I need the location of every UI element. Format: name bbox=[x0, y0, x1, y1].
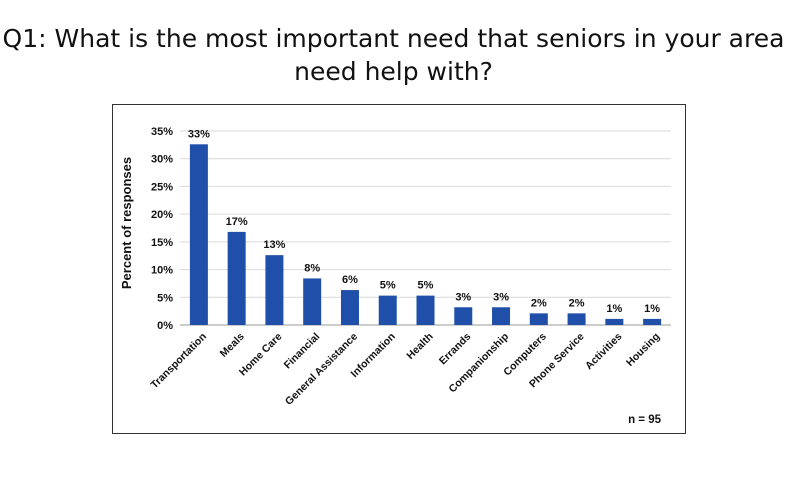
bar bbox=[303, 278, 322, 325]
title-line-1: Q1: What is the most important need that… bbox=[2, 24, 785, 53]
category-label: Health bbox=[404, 331, 435, 362]
data-label: 3% bbox=[455, 291, 471, 303]
data-label: 8% bbox=[304, 262, 320, 274]
bar bbox=[492, 307, 511, 325]
bar bbox=[567, 313, 586, 325]
title-line-2: need help with? bbox=[294, 57, 493, 86]
bar bbox=[643, 318, 662, 325]
bar bbox=[605, 318, 624, 325]
bar bbox=[529, 313, 548, 325]
page-title: Q1: What is the most important need that… bbox=[0, 22, 787, 88]
y-tick-label: 5% bbox=[157, 292, 173, 304]
bar bbox=[340, 290, 359, 325]
data-label: 1% bbox=[644, 303, 660, 315]
data-label: 2% bbox=[531, 297, 547, 309]
bar bbox=[378, 295, 397, 325]
data-label: 5% bbox=[418, 280, 434, 292]
data-label: 3% bbox=[493, 291, 509, 303]
data-label: 17% bbox=[226, 216, 248, 228]
bar bbox=[189, 144, 208, 325]
y-axis-label: Percent of responses bbox=[119, 157, 134, 289]
bar bbox=[416, 295, 435, 325]
sample-size-note: n = 95 bbox=[628, 414, 662, 426]
y-tick-label: 0% bbox=[157, 320, 173, 332]
category-label: Transportation bbox=[149, 331, 209, 391]
category-label: Activities bbox=[583, 331, 625, 373]
data-label: 5% bbox=[380, 280, 396, 292]
data-label: 2% bbox=[569, 297, 585, 309]
y-tick-label: 10% bbox=[151, 265, 173, 277]
bar-chart: 0% 5% 10% 15% 20% 25% 30% 35% 33% Transportation 1… bbox=[119, 126, 671, 426]
bar bbox=[227, 231, 246, 325]
category-label: Errands bbox=[437, 331, 474, 368]
y-tick-label: 25% bbox=[151, 181, 173, 193]
bar bbox=[454, 307, 473, 325]
data-label: 13% bbox=[263, 239, 285, 251]
data-label: 33% bbox=[188, 128, 210, 140]
y-tick-label: 15% bbox=[151, 237, 173, 249]
y-tick-label: 35% bbox=[151, 126, 173, 138]
data-label: 6% bbox=[342, 274, 358, 286]
chart-frame: 0% 5% 10% 15% 20% 25% 30% 35% 33% Transportation 1… bbox=[112, 104, 686, 434]
category-label: Meals bbox=[218, 331, 247, 360]
category-label: General Assistance bbox=[283, 331, 360, 408]
category-label: Housing bbox=[624, 331, 662, 369]
bar bbox=[265, 255, 284, 325]
y-tick-label: 20% bbox=[151, 209, 173, 221]
y-tick-label: 30% bbox=[151, 154, 173, 166]
data-label: 1% bbox=[606, 303, 622, 315]
